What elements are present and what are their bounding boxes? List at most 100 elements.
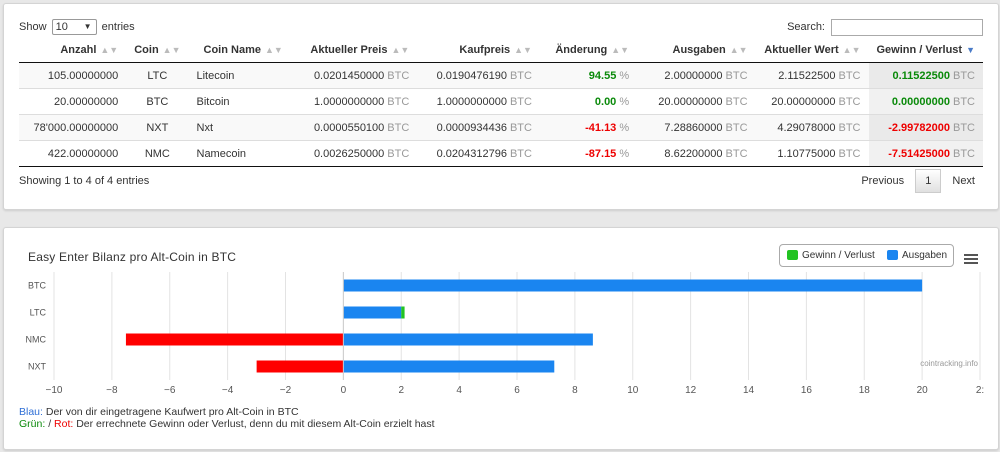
- cell-aktueller-preis: 1.0000000000 BTC: [297, 88, 418, 115]
- cell-kaufpreis: 1.0000000000 BTC: [417, 88, 540, 115]
- x-tick-label: −8: [106, 385, 118, 396]
- sort-icon: ▲▼: [842, 45, 861, 55]
- cell-anzahl: 105.00000000: [19, 62, 127, 89]
- legend-item-gewinn-verlust[interactable]: Gewinn / Verlust: [787, 250, 875, 261]
- entries-select-value: 10: [55, 21, 68, 34]
- footnote-gruen-rot: Grün: / Rot: Der errechnete Gewinn oder …: [19, 418, 435, 430]
- cell-coin: LTC: [126, 62, 189, 89]
- cell-coin-name: Nxt: [188, 114, 298, 141]
- cell-gewinn-verlust: 0.00000000 BTC: [868, 88, 983, 115]
- cell-aktueller-preis: 0.0201450000 BTC: [297, 62, 418, 89]
- col-header-aenderung[interactable]: Änderung ▲▼: [539, 38, 638, 63]
- length-control: Show 10 ▼ entries: [19, 18, 135, 36]
- bar-ausgaben: [343, 306, 402, 319]
- entries-select[interactable]: 10 ▼: [51, 19, 97, 36]
- search-label: Search:: [787, 21, 825, 33]
- bar-ausgaben: [343, 360, 555, 373]
- chart-credit: cointracking.info: [920, 359, 978, 368]
- sort-icon: ▲▼: [162, 45, 181, 55]
- cell-aenderung: -41.13%: [539, 114, 638, 141]
- cell-aktueller-wert: 4.29078000 BTC: [755, 114, 869, 141]
- sort-icon: ▲▼: [611, 45, 630, 55]
- x-tick-label: 2: [398, 385, 404, 396]
- search-input[interactable]: [831, 18, 983, 36]
- cell-kaufpreis: 0.0204312796 BTC: [417, 140, 540, 167]
- table-row: 105.00000000 LTC Litecoin 0.0201450000 BT…: [19, 62, 983, 89]
- col-header-ausgaben[interactable]: Ausgaben ▲▼: [637, 38, 756, 63]
- cell-ausgaben: 2.00000000 BTC: [637, 62, 756, 89]
- cell-ausgaben: 7.28860000 BTC: [637, 114, 756, 141]
- table-panel: Show 10 ▼ entries Search: Anzahl ▲▼ Coin ▲▼…: [3, 3, 999, 210]
- cell-anzahl: 422.00000000: [19, 140, 127, 167]
- y-category-label: LTC: [30, 308, 47, 318]
- y-category-label: NMC: [26, 335, 47, 345]
- cell-aenderung: 94.55%: [539, 62, 638, 89]
- pagination: Previous 1 Next: [853, 169, 983, 193]
- sort-icon: ▲▼: [391, 45, 410, 55]
- cell-aenderung: 0.00%: [539, 88, 638, 115]
- footnote-blau: Blau: Der von dir eingetragene Kaufwert …: [19, 406, 299, 418]
- cell-aktueller-preis: 0.0026250000 BTC: [297, 140, 418, 167]
- chevron-down-icon: ▼: [83, 22, 92, 32]
- x-tick-label: 0: [341, 385, 347, 396]
- bar-ausgaben: [343, 279, 923, 292]
- col-header-coin[interactable]: Coin ▲▼: [126, 38, 189, 63]
- cell-aenderung: -87.15%: [539, 140, 638, 167]
- x-tick-label: 20: [917, 385, 929, 396]
- cell-aktueller-wert: 2.11522500 BTC: [755, 62, 869, 89]
- coin-table: Anzahl ▲▼ Coin ▲▼ Coin Name ▲▼ Aktueller Pr…: [19, 38, 983, 167]
- cell-gewinn-verlust: -7.51425000 BTC: [868, 140, 983, 167]
- x-tick-label: 4: [456, 385, 462, 396]
- chart-legend: Gewinn / Verlust Ausgaben: [779, 244, 954, 267]
- bar-verlust: [256, 360, 344, 373]
- table-header-row: Anzahl ▲▼ Coin ▲▼ Coin Name ▲▼ Aktueller Pr…: [19, 38, 983, 63]
- col-header-gewinn-verlust[interactable]: Gewinn / Verlust ▼: [868, 38, 983, 63]
- length-suffix: entries: [101, 21, 135, 33]
- sort-icon: ▲▼: [514, 45, 532, 55]
- search-control: Search:: [787, 18, 983, 36]
- col-header-aktueller-preis[interactable]: Aktueller Preis ▲▼: [297, 38, 418, 63]
- cell-aktueller-wert: 20.00000000 BTC: [755, 88, 869, 115]
- menu-icon[interactable]: [964, 254, 978, 266]
- cell-aktueller-preis: 0.0000550100 BTC: [297, 114, 418, 141]
- cell-gewinn-verlust: 0.11522500 BTC: [868, 62, 983, 89]
- cell-kaufpreis: 0.0190476190 BTC: [417, 62, 540, 89]
- x-tick-label: 14: [743, 385, 755, 396]
- table-body: 105.00000000 LTC Litecoin 0.0201450000 BT…: [19, 62, 983, 167]
- table-info: Showing 1 to 4 of 4 entries: [19, 175, 150, 187]
- bar-chart: −10 −8 −6 −4 −2 0 2 4 6 8 10 12 14 16 18 20 2: BTC LTC NMC N…: [26, 272, 984, 396]
- x-tick-label: 10: [627, 385, 639, 396]
- bar-gewinn: [401, 306, 405, 319]
- cell-ausgaben: 20.00000000 BTC: [637, 88, 756, 115]
- col-header-aktueller-wert[interactable]: Aktueller Wert ▲▼: [755, 38, 869, 63]
- cell-anzahl: 78'000.00000000: [19, 114, 127, 141]
- y-category-label: BTC: [28, 281, 47, 291]
- x-tick-label: 6: [514, 385, 520, 396]
- col-header-anzahl[interactable]: Anzahl ▲▼: [19, 38, 127, 63]
- x-tick-label: −6: [164, 385, 176, 396]
- legend-item-ausgaben[interactable]: Ausgaben: [887, 250, 947, 261]
- cell-coin-name: Litecoin: [188, 62, 298, 89]
- table-row: 422.00000000 NMC Namecoin 0.0026250000 BT…: [19, 140, 983, 167]
- length-prefix: Show: [19, 21, 47, 33]
- col-header-coin-name[interactable]: Coin Name ▲▼: [188, 38, 298, 63]
- chart-title: Easy Enter Bilanz pro Alt-Coin in BTC: [28, 250, 237, 264]
- previous-button[interactable]: Previous: [861, 175, 905, 187]
- x-tick-label: 8: [572, 385, 578, 396]
- page-1-button[interactable]: 1: [915, 169, 942, 193]
- cell-kaufpreis: 0.0000934436 BTC: [417, 114, 540, 141]
- col-header-kaufpreis[interactable]: Kaufpreis ▲▼: [417, 38, 540, 63]
- sort-icon: ▲▼: [264, 45, 283, 55]
- cell-coin: NXT: [126, 114, 189, 141]
- cell-ausgaben: 8.62200000 BTC: [637, 140, 756, 167]
- cell-anzahl: 20.00000000: [19, 88, 127, 115]
- next-button[interactable]: Next: [952, 175, 975, 187]
- x-tick-label: 12: [685, 385, 697, 396]
- table-row: 20.00000000 BTC Bitcoin 1.0000000000 BTC …: [19, 88, 983, 115]
- cell-coin-name: Namecoin: [188, 140, 298, 167]
- legend-swatch: [787, 250, 798, 261]
- x-tick-label: 2:: [976, 385, 984, 396]
- x-tick-label: 16: [801, 385, 813, 396]
- bar-verlust: [125, 333, 344, 346]
- x-tick-label: −2: [280, 385, 292, 396]
